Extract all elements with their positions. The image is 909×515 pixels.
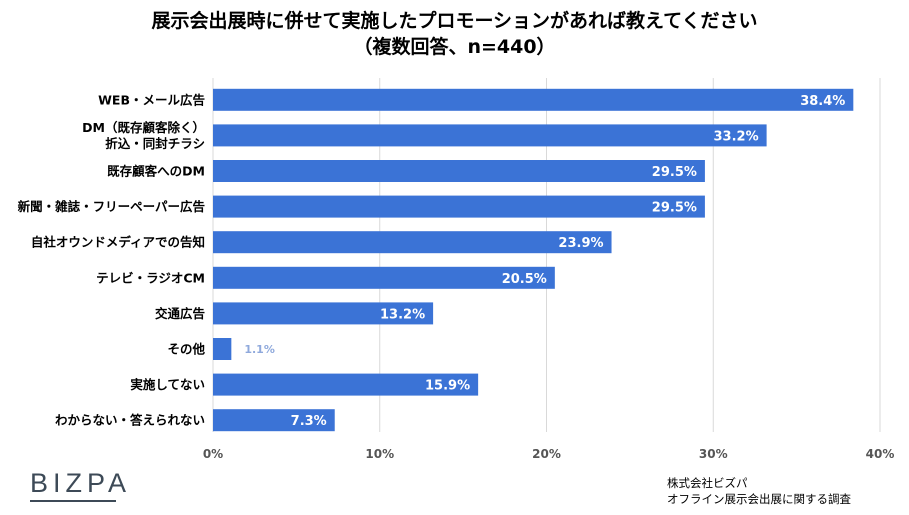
x-tick-label-0: 0%	[203, 447, 223, 461]
logo-underline	[30, 500, 116, 502]
category-label-7: 交通広告	[155, 306, 206, 321]
source-company: 株式会社ビズパ	[667, 476, 748, 490]
chart-title-line1: 展示会出展時に併せて実施したプロモーションがあれば教えてください	[151, 10, 758, 32]
category-label-5: 自社オウンドメディアでの告知	[31, 235, 205, 250]
bizpa-logo: BIZPA	[30, 468, 132, 498]
data-label-9: 15.9%	[425, 379, 470, 394]
data-label-5: 23.9%	[558, 236, 603, 251]
category-label-2-line-2: 折込・同封チラシ	[105, 136, 205, 151]
data-label-6: 20.5%	[502, 272, 547, 287]
x-tick-label-30: 30%	[699, 447, 728, 461]
data-label-8: 1.1%	[244, 343, 275, 356]
bar-6	[213, 266, 555, 289]
data-label-1: 38.4%	[800, 94, 845, 109]
bar-3	[213, 160, 705, 182]
data-label-3: 29.5%	[652, 165, 697, 180]
category-label-1: WEB・メール広告	[98, 92, 205, 107]
category-label-2-line-1: DM（既存顧客除く）	[82, 120, 205, 135]
data-label-4: 29.5%	[652, 201, 697, 216]
bar-1	[213, 88, 854, 111]
x-tick-label-10: 10%	[365, 447, 394, 461]
category-label-4: 新聞・雑誌・フリーペーパー広告	[18, 199, 206, 214]
data-label-7: 13.2%	[380, 307, 425, 322]
category-label-10: わからない・答えられない	[55, 413, 205, 428]
category-label-6: テレビ・ラジオCM	[96, 270, 205, 285]
category-label-3: 既存顧客へのDM	[107, 164, 205, 179]
bar-9	[213, 373, 479, 396]
chart-title-line2: （複数回答、n=440）	[353, 36, 556, 58]
bar-8	[213, 338, 232, 360]
data-label-2: 33.2%	[714, 129, 759, 144]
source-credit: 株式会社ビズパ オフライン展示会出展に関する調査	[667, 475, 851, 507]
bar-10	[213, 409, 335, 432]
x-tick-label-20: 20%	[532, 447, 561, 461]
bar-2	[213, 124, 767, 147]
category-label-8: その他	[167, 342, 205, 357]
bar-4	[213, 195, 705, 218]
x-tick-label-40: 40%	[866, 447, 895, 461]
data-label-10: 7.3%	[291, 414, 327, 429]
category-label-9: 実施してない	[130, 377, 205, 392]
bar-5	[213, 231, 612, 254]
source-survey: オフライン展示会出展に関する調査	[667, 492, 851, 506]
bar-7	[213, 302, 434, 325]
